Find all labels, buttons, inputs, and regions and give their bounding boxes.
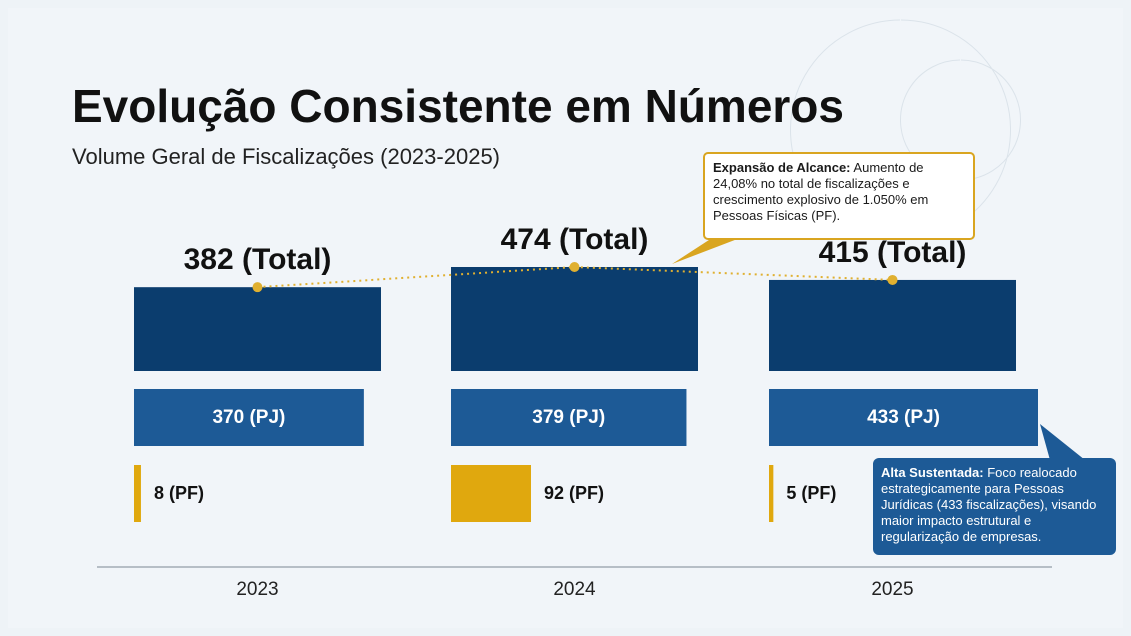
- total-bar: [134, 287, 381, 371]
- callout-title: Expansão de Alcance:: [713, 160, 851, 175]
- pf-bar: [769, 465, 774, 522]
- total-bar: [769, 279, 1016, 371]
- total-bar: [451, 267, 698, 371]
- callout-text: Aumento de 24,08% no total de fiscalizaç…: [713, 160, 929, 223]
- chart-title: Evolução Consistente em Números: [72, 80, 844, 132]
- callout-title: Alta Sustentada:: [881, 465, 984, 480]
- callout: Alta Sustentada: Foco realocado estrateg…: [873, 458, 1116, 555]
- callout-text: Foco realocado estrategicamente para Pes…: [881, 465, 1097, 544]
- callout: Expansão de Alcance: Aumento de 24,08% n…: [703, 152, 975, 240]
- x-tick-label: 2025: [871, 579, 913, 600]
- pf-bar: [451, 465, 531, 522]
- trend-dot: [252, 282, 263, 293]
- trend-line: [257, 265, 893, 289]
- trend-dot: [569, 262, 580, 272]
- chart-subtitle: Volume Geral de Fiscalizações (2023-2025…: [72, 144, 500, 169]
- pf-label: 8 (PF): [154, 483, 204, 503]
- x-tick-label: 2024: [553, 579, 596, 600]
- pf-label: 5 (PF): [786, 483, 836, 503]
- pj-bar: [769, 389, 1038, 446]
- pj-label: 379 (PJ): [532, 407, 605, 428]
- pj-bar: [134, 389, 364, 446]
- x-tick-label: 2023: [236, 579, 278, 600]
- total-label: 415 (Total): [819, 236, 967, 269]
- total-label: 474 (Total): [501, 223, 649, 256]
- pj-label: 433 (PJ): [867, 407, 940, 428]
- trend-dot: [887, 274, 898, 285]
- pf-label: 92 (PF): [544, 483, 604, 503]
- total-label: 382 (Total): [184, 243, 332, 276]
- callout-pointer: [672, 238, 740, 264]
- pj-label: 370 (PJ): [212, 407, 285, 428]
- pj-bar: [451, 389, 687, 446]
- pf-bar: [134, 465, 141, 522]
- callout-pointer: [1040, 424, 1085, 460]
